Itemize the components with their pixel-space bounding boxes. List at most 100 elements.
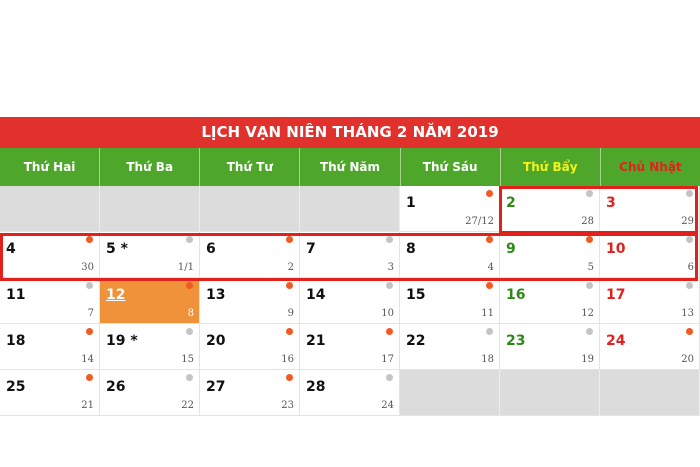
week-row: 25 21 26 22 27 23 28 24 — [0, 370, 700, 416]
lunar-day: 29 — [681, 216, 694, 227]
weekday-sat: Thứ Bẩy — [501, 148, 601, 186]
week-row: 1 27/12 2 28 3 29 — [0, 186, 700, 232]
solar-day: 20 — [206, 333, 226, 349]
lunar-day: 3 — [387, 262, 394, 273]
solar-day: 19 * — [106, 333, 138, 349]
empty-cell — [100, 186, 200, 231]
solar-day: 13 — [206, 287, 226, 303]
day-cell[interactable]: 3 29 — [600, 186, 700, 231]
status-dot-icon — [686, 282, 693, 289]
empty-cell — [500, 370, 600, 415]
weekday-header: Thứ Hai Thứ Ba Thứ Tư Thứ Năm Thứ Sáu Th… — [0, 148, 700, 186]
week-row: 18 14 19 * 15 20 16 21 17 22 18 23 19 24 20 — [0, 324, 700, 370]
status-dot-icon — [486, 328, 493, 335]
day-cell[interactable]: 10 6 — [600, 232, 700, 277]
status-dot-icon — [386, 236, 393, 243]
solar-day: 6 — [206, 241, 216, 257]
status-dot-icon — [286, 328, 293, 335]
day-cell[interactable]: 16 12 — [500, 278, 600, 323]
lunar-day: 18 — [481, 354, 494, 365]
day-cell[interactable]: 19 * 15 — [100, 324, 200, 369]
day-cell[interactable]: 5 * 1/1 — [100, 232, 200, 277]
day-cell[interactable]: 27 23 — [200, 370, 300, 415]
calendar-grid: 1 27/12 2 28 3 29 4 30 5 * 1/1 6 2 7 3 8 4 9 5 10 6 11 7 12 8 13… — [0, 186, 700, 416]
day-cell[interactable]: 18 14 — [0, 324, 100, 369]
weekday-thu: Thứ Năm — [300, 148, 401, 186]
solar-day: 27 — [206, 379, 226, 395]
day-cell[interactable]: 23 19 — [500, 324, 600, 369]
lunar-day: 9 — [287, 308, 294, 319]
status-dot-icon — [486, 236, 493, 243]
status-dot-icon — [286, 236, 293, 243]
weekday-mon: Thứ Hai — [0, 148, 101, 186]
status-dot-icon — [686, 236, 693, 243]
lunar-day: 2 — [287, 262, 294, 273]
day-cell[interactable]: 24 20 — [600, 324, 700, 369]
lunar-day: 14 — [81, 354, 94, 365]
solar-day: 1 — [406, 195, 416, 211]
lunar-day: 4 — [487, 262, 494, 273]
lunar-day: 11 — [481, 308, 494, 319]
status-dot-icon — [586, 190, 593, 197]
day-cell[interactable]: 15 11 — [400, 278, 500, 323]
weekday-wed: Thứ Tư — [200, 148, 301, 186]
day-cell[interactable]: 11 7 — [0, 278, 100, 323]
lunar-day: 21 — [81, 400, 94, 411]
day-cell[interactable]: 13 9 — [200, 278, 300, 323]
lunar-day: 1/1 — [177, 262, 194, 273]
weekday-fri: Thứ Sáu — [401, 148, 501, 186]
lunar-day: 7 — [87, 308, 94, 319]
calendar-title: LỊCH VẠN NIÊN THÁNG 2 NĂM 2019 — [0, 117, 700, 148]
day-cell[interactable]: 1 27/12 — [400, 186, 500, 231]
day-cell[interactable]: 22 18 — [400, 324, 500, 369]
weekday-tue: Thứ Ba — [100, 148, 201, 186]
empty-cell — [600, 370, 700, 415]
day-cell[interactable]: 2 28 — [500, 186, 600, 231]
solar-day: 28 — [306, 379, 326, 395]
solar-day: 18 — [6, 333, 26, 349]
calendar: LỊCH VẠN NIÊN THÁNG 2 NĂM 2019 Thứ Hai T… — [0, 117, 700, 416]
status-dot-icon — [486, 190, 493, 197]
solar-day: 8 — [406, 241, 416, 257]
status-dot-icon — [686, 328, 693, 335]
day-cell[interactable]: 14 10 — [300, 278, 400, 323]
lunar-day: 17 — [381, 354, 394, 365]
lunar-day: 23 — [281, 400, 294, 411]
status-dot-icon — [186, 282, 193, 289]
status-dot-icon — [386, 374, 393, 381]
week-row: 11 7 12 8 13 9 14 10 15 11 16 12 17 13 — [0, 278, 700, 324]
status-dot-icon — [686, 190, 693, 197]
lunar-day: 30 — [81, 262, 94, 273]
day-cell[interactable]: 21 17 — [300, 324, 400, 369]
solar-day: 22 — [406, 333, 426, 349]
day-cell[interactable]: 17 13 — [600, 278, 700, 323]
status-dot-icon — [286, 374, 293, 381]
solar-day: 15 — [406, 287, 426, 303]
solar-day: 9 — [506, 241, 516, 257]
week-row: 4 30 5 * 1/1 6 2 7 3 8 4 9 5 10 6 — [0, 232, 700, 278]
day-cell[interactable]: 4 30 — [0, 232, 100, 277]
solar-day: 7 — [306, 241, 316, 257]
status-dot-icon — [186, 328, 193, 335]
status-dot-icon — [86, 236, 93, 243]
solar-day: 26 — [106, 379, 126, 395]
weekday-sun: Chủ Nhật — [619, 160, 682, 174]
day-cell[interactable]: 26 22 — [100, 370, 200, 415]
solar-day: 10 — [606, 241, 626, 257]
status-dot-icon — [486, 282, 493, 289]
day-cell[interactable]: 20 16 — [200, 324, 300, 369]
day-cell[interactable]: 25 21 — [0, 370, 100, 415]
lunar-day: 13 — [681, 308, 694, 319]
status-dot-icon — [86, 282, 93, 289]
day-cell[interactable]: 12 8 — [100, 278, 200, 323]
lunar-day: 28 — [581, 216, 594, 227]
lunar-day: 10 — [381, 308, 394, 319]
solar-day: 23 — [506, 333, 526, 349]
lunar-day: 15 — [181, 354, 194, 365]
lunar-day: 5 — [587, 262, 594, 273]
day-cell[interactable]: 28 24 — [300, 370, 400, 415]
